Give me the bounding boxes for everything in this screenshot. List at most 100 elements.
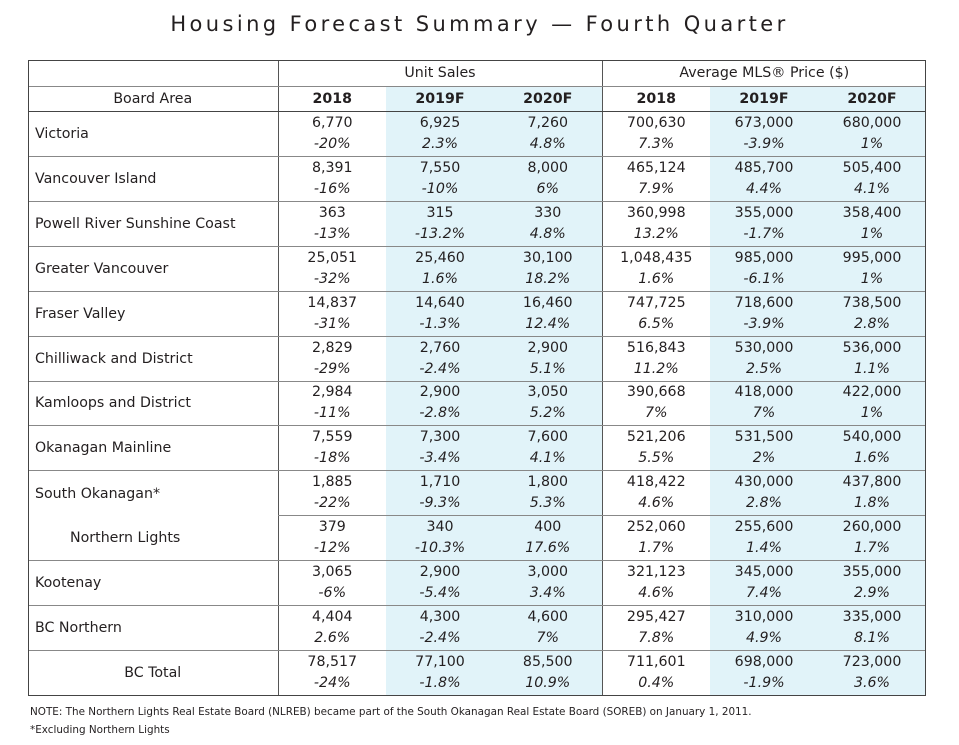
value-percent: -3.9%	[743, 135, 785, 152]
value-percent: -9.3%	[419, 495, 461, 512]
value-number: 310,000	[734, 609, 794, 626]
board-area-header: Board Area	[28, 86, 278, 112]
value-percent: 1.4%	[745, 540, 783, 557]
value-percent: 1%	[860, 405, 884, 422]
value-number: 7,550	[419, 159, 461, 176]
value-number: 4,600	[527, 609, 569, 626]
value-number: 358,400	[842, 204, 902, 221]
value-percent: 12.4%	[525, 315, 571, 332]
value-number: 985,000	[734, 249, 794, 266]
value-number: 2,900	[419, 564, 461, 581]
value-percent: 4.6%	[638, 495, 675, 512]
board-area-name: Kamloops and District	[28, 381, 278, 427]
value-number: 25,051	[307, 249, 358, 266]
value-number: 418,000	[734, 384, 794, 401]
value-cell: 340 -10.3%	[386, 515, 494, 562]
value-number: 355,000	[842, 564, 902, 581]
table-row: Powell River Sunshine Coast 363 -13% 315 -13…	[28, 201, 927, 247]
value-cell: 400 17.6%	[494, 515, 603, 562]
value-percent: 7%	[536, 630, 560, 647]
value-percent: 2.6%	[314, 630, 351, 647]
value-number: 1,048,435	[620, 249, 693, 266]
value-number: 14,837	[307, 294, 358, 311]
value-percent: 0.4%	[638, 675, 675, 692]
value-percent: -13%	[313, 225, 351, 242]
table-row: Kamloops and District 2,984 -11% 2,900 -2.8%…	[28, 381, 927, 427]
year-header: 2020F	[494, 86, 603, 112]
value-percent: 2.8%	[853, 315, 891, 332]
value-percent: -32%	[313, 270, 351, 287]
value-number: 252,060	[626, 519, 686, 536]
footnote-text: *Excluding Northern Lights	[30, 724, 170, 736]
value-cell: 3,050 5.2%	[494, 381, 603, 427]
value-percent: 7.4%	[745, 585, 783, 602]
value-percent: -29%	[313, 360, 351, 377]
value-cell: 1,710 -9.3%	[386, 470, 494, 517]
value-cell: 2,900 -2.8%	[386, 381, 494, 427]
board-area-name: BC Total	[28, 650, 278, 696]
board-area-name: BC Northern	[28, 605, 278, 652]
value-percent: -22%	[313, 495, 351, 512]
value-number: 340	[426, 519, 454, 536]
value-cell: 310,000 4.9%	[710, 605, 819, 652]
value-percent: -24%	[313, 675, 351, 692]
value-number: 8,391	[311, 159, 353, 176]
value-cell: 4,404 2.6%	[277, 605, 386, 652]
board-area-name: Powell River Sunshine Coast	[28, 201, 278, 247]
value-percent: 1%	[860, 135, 884, 152]
value-number: 390,668	[626, 384, 686, 401]
board-area-name: Chilliwack and District	[28, 336, 278, 382]
value-cell: 30,100 18.2%	[494, 246, 603, 292]
value-percent: 1.6%	[421, 270, 459, 287]
unit-sales-header: Unit Sales	[277, 60, 603, 87]
value-percent: 1.8%	[853, 495, 891, 512]
value-number: 360,998	[626, 204, 686, 221]
board-area-name: Kootenay	[28, 560, 278, 607]
value-number: 698,000	[734, 654, 794, 671]
value-number: 738,500	[842, 294, 902, 311]
value-cell: 252,060 1.7%	[601, 515, 711, 562]
value-number: 2,760	[419, 339, 461, 356]
value-cell: 2,900 5.1%	[494, 336, 603, 382]
value-percent: 1%	[860, 225, 884, 242]
value-percent: 4.6%	[638, 585, 675, 602]
value-percent: -6%	[318, 585, 347, 602]
value-number: 363	[318, 204, 346, 221]
value-percent: 4.8%	[529, 225, 566, 242]
table-row: Kootenay 3,065 -6% 2,900 -5.4% 3,000 3.4% 321,1…	[28, 560, 927, 607]
value-cell: 418,422 4.6%	[601, 470, 711, 517]
value-percent: 4.1%	[853, 180, 891, 197]
value-cell: 1,885 -22%	[277, 470, 386, 517]
value-cell: 16,460 12.4%	[494, 291, 603, 337]
value-percent: 3.4%	[529, 585, 566, 602]
value-number: 505,400	[842, 159, 902, 176]
value-percent: 1.7%	[638, 540, 675, 557]
value-cell: 485,700 4.4%	[710, 156, 819, 202]
value-number: 521,206	[626, 429, 686, 446]
value-percent: 6%	[536, 180, 560, 197]
value-number: 437,800	[842, 474, 902, 491]
value-cell: 7,300 -3.4%	[386, 425, 494, 472]
value-cell: 25,460 1.6%	[386, 246, 494, 292]
value-percent: 2.9%	[853, 585, 891, 602]
value-number: 4,404	[311, 609, 353, 626]
value-percent: 1%	[860, 270, 884, 287]
value-percent: -12%	[313, 540, 351, 557]
value-cell: 2,900 -5.4%	[386, 560, 494, 607]
value-cell: 85,500 10.9%	[494, 650, 603, 696]
value-percent: -3.4%	[419, 450, 461, 467]
value-percent: 10.9%	[525, 675, 571, 692]
value-cell: 3,065 -6%	[277, 560, 386, 607]
value-percent: -10.3%	[414, 540, 466, 557]
value-cell: 700,630 7.3%	[601, 111, 711, 157]
value-percent: -1.9%	[743, 675, 785, 692]
value-percent: 3.6%	[853, 675, 891, 692]
value-cell: 2,829 -29%	[277, 336, 386, 382]
value-percent: 7.8%	[638, 630, 675, 647]
value-percent: 2%	[752, 450, 776, 467]
value-cell: 6,770 -20%	[277, 111, 386, 157]
table-row: BC Northern 4,404 2.6% 4,300 -2.4% 4,600 7% 295…	[28, 605, 927, 652]
value-percent: -1.7%	[743, 225, 785, 242]
blank-header-cell	[28, 60, 278, 87]
value-number: 400	[534, 519, 562, 536]
